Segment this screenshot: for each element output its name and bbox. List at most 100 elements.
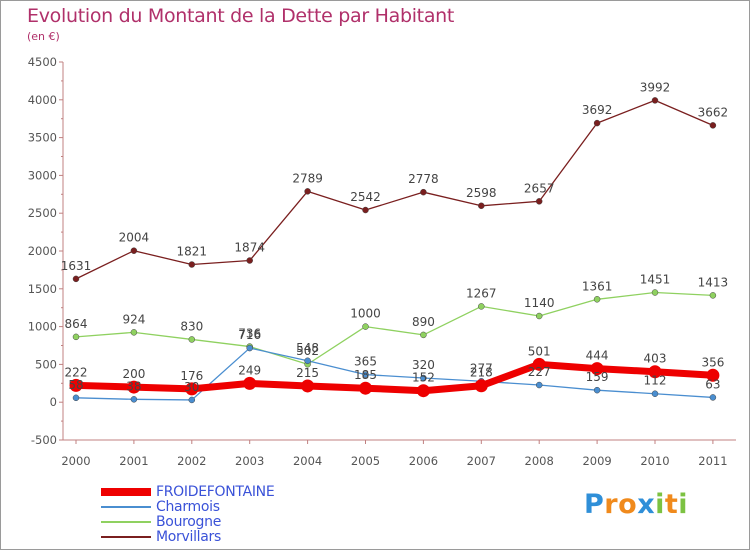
data-point-morvillars xyxy=(420,188,427,196)
chart-unit-label: (en €) xyxy=(27,30,60,43)
data-point-froidefontaine xyxy=(648,365,662,379)
logo-letter: i xyxy=(655,489,665,520)
data-label-morvillars: 1874 xyxy=(234,241,265,255)
data-label-froidefontaine: 200 xyxy=(122,367,145,381)
y-tick-label: 2500 xyxy=(28,206,57,220)
data-label-charmois: 159 xyxy=(586,370,609,384)
data-label-morvillars: 2778 xyxy=(408,172,439,186)
legend-swatch xyxy=(101,488,151,496)
data-point-bourogne xyxy=(420,331,427,339)
proxiti-logo: Proxiti xyxy=(584,489,688,520)
y-tick-label: -500 xyxy=(31,433,57,447)
legend-label: Morvillars xyxy=(156,529,221,545)
data-point-charmois xyxy=(362,371,369,378)
x-tick-label: 2006 xyxy=(409,454,438,468)
data-label-bourogne: 924 xyxy=(122,312,145,326)
x-tick-label: 2004 xyxy=(293,454,322,468)
data-label-charmois: 548 xyxy=(296,341,319,355)
data-point-bourogne xyxy=(188,336,196,343)
y-tick-label: 4000 xyxy=(28,93,57,107)
data-point-froidefontaine xyxy=(301,379,315,393)
data-point-charmois xyxy=(304,357,311,365)
data-label-morvillars: 3662 xyxy=(698,105,729,119)
data-point-morvillars xyxy=(478,202,485,210)
series-line-froidefontaine xyxy=(72,360,717,395)
data-point-bourogne xyxy=(709,292,717,299)
legend-swatch xyxy=(101,506,151,508)
data-label-charmois: 38 xyxy=(126,379,141,393)
data-point-morvillars xyxy=(72,275,80,283)
data-label-bourogne: 1267 xyxy=(466,286,497,300)
data-point-bourogne xyxy=(651,289,659,296)
data-label-charmois: 320 xyxy=(412,358,435,372)
data-label-froidefontaine: 444 xyxy=(586,349,609,363)
data-label-bourogne: 1140 xyxy=(524,296,555,310)
data-label-bourogne: 1361 xyxy=(582,279,613,293)
data-point-froidefontaine xyxy=(359,381,372,395)
x-tick-label: 2008 xyxy=(525,454,554,468)
logo-letter: P xyxy=(584,489,605,520)
x-tick-label: 2000 xyxy=(61,454,90,468)
legend-label: Charmois xyxy=(156,499,220,515)
data-point-bourogne xyxy=(362,323,369,330)
data-point-froidefontaine xyxy=(69,378,83,392)
data-point-charmois xyxy=(188,396,196,404)
data-point-froidefontaine xyxy=(243,376,257,390)
data-label-froidefontaine: 176 xyxy=(180,369,203,383)
data-label-morvillars: 2657 xyxy=(524,181,555,195)
y-tick-label: 2000 xyxy=(28,244,57,258)
data-label-charmois: 112 xyxy=(644,374,667,388)
data-point-froidefontaine xyxy=(127,380,141,394)
data-label-froidefontaine: 152 xyxy=(412,371,435,385)
data-label-morvillars: 3692 xyxy=(582,103,613,117)
data-point-morvillars xyxy=(304,188,311,195)
x-tick-label: 2009 xyxy=(582,454,611,468)
logo-letter: r xyxy=(604,489,619,520)
y-tick-label: 1000 xyxy=(28,320,57,334)
x-tick-label: 2005 xyxy=(351,454,380,468)
data-label-bourogne: 864 xyxy=(65,317,88,331)
logo-letter: x xyxy=(637,489,656,520)
data-label-charmois: 63 xyxy=(705,377,720,391)
logo-letter: i xyxy=(678,489,689,520)
data-point-charmois xyxy=(651,390,659,397)
data-label-charmois: 58 xyxy=(68,378,83,392)
data-label-froidefontaine: 356 xyxy=(701,355,724,369)
data-point-charmois xyxy=(593,386,601,394)
x-tick-label: 2003 xyxy=(235,454,264,468)
data-point-froidefontaine xyxy=(416,384,430,398)
data-label-bourogne: 1413 xyxy=(698,275,729,289)
legend-swatch xyxy=(101,536,151,538)
series-line-bourogne xyxy=(75,291,714,365)
y-tick-label: 0 xyxy=(50,395,57,409)
data-label-froidefontaine: 215 xyxy=(296,366,319,380)
y-tick-label: 3500 xyxy=(28,131,57,145)
data-label-charmois: 30 xyxy=(184,380,199,394)
data-label-morvillars: 1631 xyxy=(61,259,92,273)
data-point-bourogne xyxy=(72,333,80,341)
data-point-morvillars xyxy=(362,206,369,214)
data-point-bourogne xyxy=(478,303,485,310)
data-point-morvillars xyxy=(188,261,196,268)
data-label-bourogne: 890 xyxy=(412,315,435,329)
chart-title: Evolution du Montant de la Dette par Hab… xyxy=(27,5,455,27)
data-label-charmois: 277 xyxy=(470,361,493,375)
data-label-morvillars: 2598 xyxy=(466,186,497,200)
data-point-bourogne xyxy=(535,312,543,320)
data-point-morvillars xyxy=(651,97,659,104)
logo-letter: t xyxy=(664,489,679,520)
data-point-morvillars xyxy=(593,119,601,127)
data-label-morvillars: 3992 xyxy=(640,80,671,94)
data-point-bourogne xyxy=(130,329,138,336)
data-label-froidefontaine: 501 xyxy=(528,344,551,358)
x-tick-label: 2010 xyxy=(640,454,669,468)
data-point-bourogne xyxy=(593,296,601,303)
x-tick-label: 2011 xyxy=(698,454,727,468)
data-point-charmois xyxy=(535,381,543,389)
y-tick-label: 4500 xyxy=(28,55,57,69)
data-point-charmois xyxy=(72,394,80,402)
data-label-bourogne: 736 xyxy=(238,327,261,341)
legend-label: FROIDEFONTAINE xyxy=(156,484,275,500)
